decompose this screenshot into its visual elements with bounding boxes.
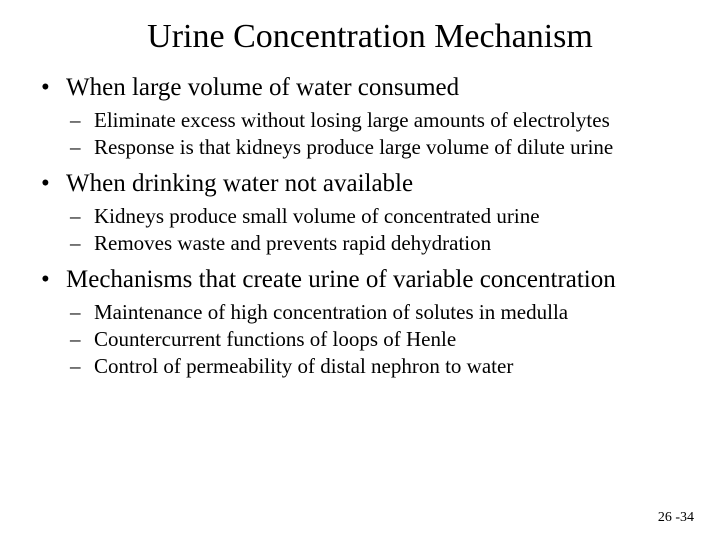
bullet-marker-icon: •: [38, 170, 66, 198]
bullet-item: • When drinking water not available: [38, 170, 688, 198]
dash-marker-icon: –: [68, 108, 94, 133]
sub-list: – Maintenance of high concentration of s…: [38, 300, 688, 379]
bullet-text: When large volume of water consumed: [66, 74, 688, 102]
bullet-item: • When large volume of water consumed: [38, 74, 688, 102]
bullet-marker-icon: •: [38, 266, 66, 294]
sub-list: – Kidneys produce small volume of concen…: [38, 204, 688, 256]
slide: Urine Concentration Mechanism • When lar…: [0, 0, 720, 540]
dash-marker-icon: –: [68, 300, 94, 325]
sub-text: Response is that kidneys produce large v…: [94, 135, 688, 160]
sub-item: – Control of permeability of distal neph…: [68, 354, 688, 379]
sub-list: – Eliminate excess without losing large …: [38, 108, 688, 160]
sub-item: – Maintenance of high concentration of s…: [68, 300, 688, 325]
sub-item: – Eliminate excess without losing large …: [68, 108, 688, 133]
bullet-item: • Mechanisms that create urine of variab…: [38, 266, 688, 294]
bullet-text: When drinking water not available: [66, 170, 688, 198]
sub-text: Countercurrent functions of loops of Hen…: [94, 327, 688, 352]
page-number: 26 -34: [658, 510, 694, 526]
bullet-text: Mechanisms that create urine of variable…: [66, 266, 688, 294]
dash-marker-icon: –: [68, 327, 94, 352]
page-title: Urine Concentration Mechanism: [52, 18, 688, 56]
content-body: • When large volume of water consumed – …: [32, 74, 688, 379]
dash-marker-icon: –: [68, 231, 94, 256]
sub-text: Kidneys produce small volume of concentr…: [94, 204, 688, 229]
dash-marker-icon: –: [68, 204, 94, 229]
bullet-marker-icon: •: [38, 74, 66, 102]
sub-item: – Response is that kidneys produce large…: [68, 135, 688, 160]
sub-text: Eliminate excess without losing large am…: [94, 108, 688, 133]
sub-item: – Countercurrent functions of loops of H…: [68, 327, 688, 352]
sub-item: – Removes waste and prevents rapid dehyd…: [68, 231, 688, 256]
dash-marker-icon: –: [68, 135, 94, 160]
sub-item: – Kidneys produce small volume of concen…: [68, 204, 688, 229]
sub-text: Control of permeability of distal nephro…: [94, 354, 688, 379]
sub-text: Removes waste and prevents rapid dehydra…: [94, 231, 688, 256]
sub-text: Maintenance of high concentration of sol…: [94, 300, 688, 325]
dash-marker-icon: –: [68, 354, 94, 379]
